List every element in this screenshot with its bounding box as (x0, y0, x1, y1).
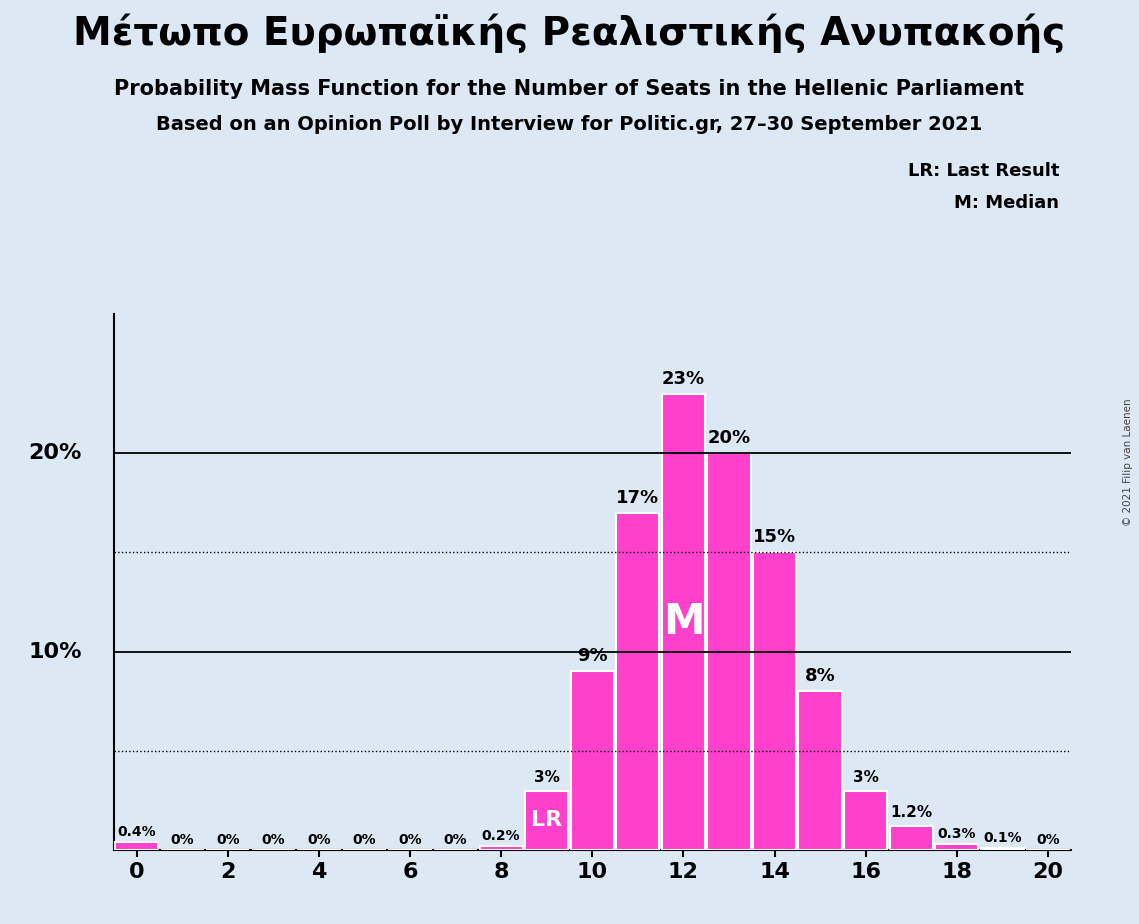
Text: 0%: 0% (262, 833, 285, 847)
Text: 20%: 20% (707, 429, 751, 447)
Bar (844, 791, 887, 850)
Text: 0.2%: 0.2% (482, 829, 521, 843)
Text: 0%: 0% (171, 833, 194, 847)
Text: 0.4%: 0.4% (117, 825, 156, 839)
Text: 0.3%: 0.3% (937, 827, 976, 841)
Bar (571, 672, 614, 850)
Text: M: M (663, 601, 704, 643)
Text: 3%: 3% (853, 770, 878, 784)
Bar (798, 691, 842, 850)
Bar (753, 553, 796, 850)
Text: 0%: 0% (308, 833, 330, 847)
Text: Based on an Opinion Poll by Interview for Politic.gr, 27–30 September 2021: Based on an Opinion Poll by Interview fo… (156, 116, 983, 135)
Text: 0%: 0% (1036, 833, 1059, 847)
Text: 0%: 0% (444, 833, 467, 847)
Text: 0%: 0% (399, 833, 421, 847)
Text: 0.1%: 0.1% (983, 831, 1022, 845)
Text: 8%: 8% (805, 667, 835, 686)
Text: 0%: 0% (216, 833, 239, 847)
Text: 1.2%: 1.2% (891, 806, 932, 821)
Bar (707, 453, 751, 850)
Text: 23%: 23% (662, 370, 705, 387)
Bar (935, 845, 978, 850)
Bar (616, 513, 659, 850)
Text: Probability Mass Function for the Number of Seats in the Hellenic Parliament: Probability Mass Function for the Number… (115, 79, 1024, 99)
Text: 20%: 20% (28, 444, 82, 463)
Bar (115, 842, 158, 850)
Bar (525, 791, 568, 850)
Text: M: Median: M: Median (954, 194, 1059, 212)
Text: LR: LR (531, 810, 563, 831)
Bar (480, 846, 523, 850)
Text: 17%: 17% (616, 489, 659, 506)
Text: Μέτωπο Ευρωπαϊκής Ρεαλιστικής Ανυπακοής: Μέτωπο Ευρωπαϊκής Ρεαλιστικής Ανυπακοής (73, 14, 1066, 54)
Text: 15%: 15% (753, 529, 796, 546)
Text: 0%: 0% (353, 833, 376, 847)
Bar (662, 394, 705, 850)
Text: © 2021 Filip van Laenen: © 2021 Filip van Laenen (1123, 398, 1133, 526)
Bar (890, 826, 933, 850)
Text: 3%: 3% (534, 770, 559, 784)
Bar (981, 848, 1024, 850)
Text: 9%: 9% (577, 648, 607, 665)
Text: LR: Last Result: LR: Last Result (908, 162, 1059, 179)
Text: 10%: 10% (28, 641, 82, 662)
